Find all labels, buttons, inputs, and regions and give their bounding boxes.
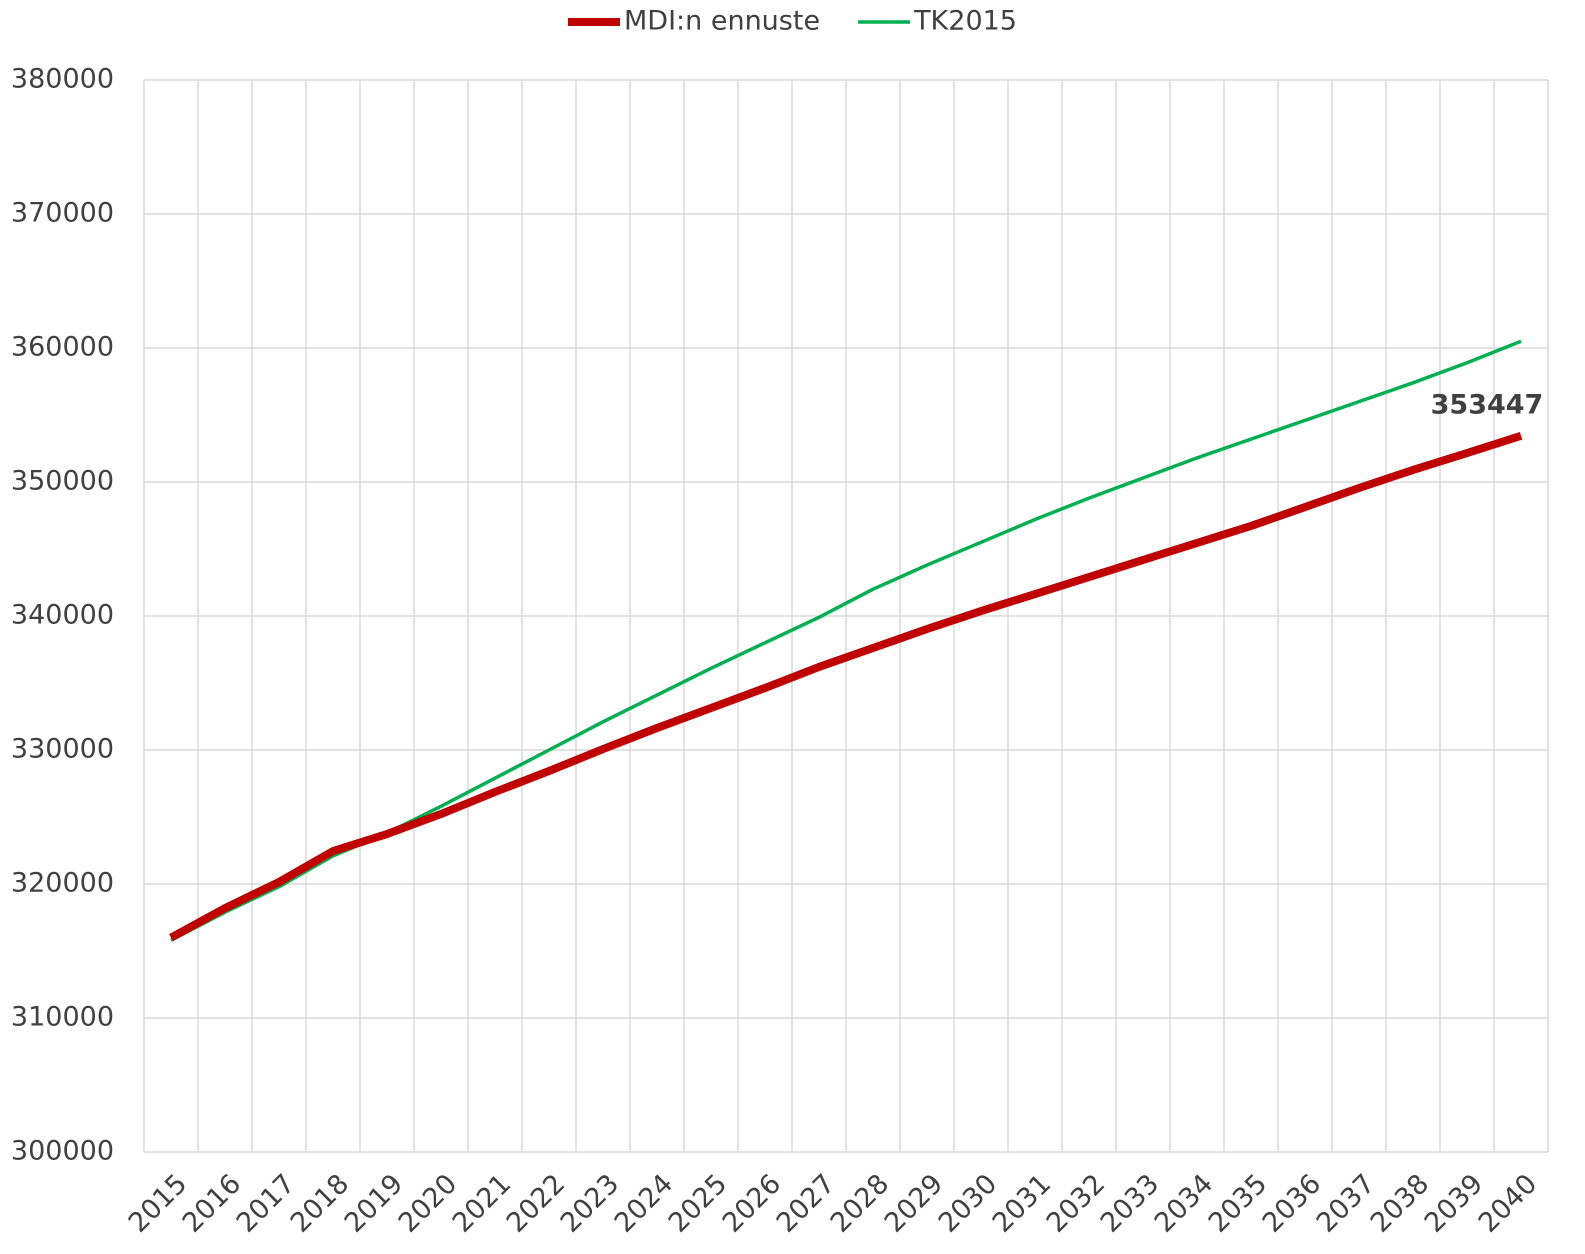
y-tick-label: 380000 bbox=[11, 64, 114, 95]
x-tick-label: 2035 bbox=[1203, 1168, 1274, 1239]
x-tick-label: 2039 bbox=[1419, 1168, 1490, 1239]
x-tick-label: 2036 bbox=[1257, 1168, 1328, 1239]
line-series bbox=[169, 431, 1523, 942]
x-tick-label: 2040 bbox=[1473, 1168, 1544, 1239]
x-tick-label: 2020 bbox=[393, 1168, 464, 1239]
y-tick-label: 340000 bbox=[11, 600, 114, 631]
legend-label: MDI:n ennuste bbox=[624, 6, 820, 37]
legend-label: TK2015 bbox=[913, 6, 1017, 37]
x-tick-label: 2017 bbox=[231, 1168, 302, 1239]
y-tick-label: 370000 bbox=[11, 198, 114, 229]
x-tick-label: 2016 bbox=[177, 1168, 248, 1239]
x-tick-label: 2027 bbox=[771, 1168, 842, 1239]
x-tick-label: 2034 bbox=[1149, 1168, 1220, 1239]
x-tick-label: 2023 bbox=[555, 1168, 626, 1239]
x-tick-label: 2038 bbox=[1365, 1168, 1436, 1239]
y-tick-label: 350000 bbox=[11, 466, 114, 497]
x-tick-label: 2019 bbox=[339, 1168, 410, 1239]
x-tick-label: 2028 bbox=[825, 1168, 896, 1239]
x-tick-label: 2030 bbox=[933, 1168, 1004, 1239]
x-tick-label: 2032 bbox=[1041, 1168, 1112, 1239]
y-tick-label: 330000 bbox=[11, 734, 114, 765]
y-tick-label: 320000 bbox=[11, 868, 114, 899]
x-tick-label: 2026 bbox=[717, 1168, 788, 1239]
y-tick-label: 310000 bbox=[11, 1002, 114, 1033]
x-tick-label: 2022 bbox=[501, 1168, 572, 1239]
x-tick-label: 2025 bbox=[663, 1168, 734, 1239]
x-tick-label: 2033 bbox=[1095, 1168, 1166, 1239]
y-tick-label: 360000 bbox=[11, 332, 114, 363]
x-tick-label: 2018 bbox=[285, 1168, 356, 1239]
x-tick-label: 2037 bbox=[1311, 1168, 1382, 1239]
x-tick-label: 2024 bbox=[609, 1168, 680, 1239]
x-tick-label: 2021 bbox=[447, 1168, 518, 1239]
x-tick-label: 2015 bbox=[123, 1168, 194, 1239]
x-tick-label: 2031 bbox=[987, 1168, 1058, 1239]
y-tick-label: 300000 bbox=[11, 1136, 114, 1167]
x-tick-label: 2029 bbox=[879, 1168, 950, 1239]
data-label: 353447 bbox=[1431, 389, 1544, 420]
